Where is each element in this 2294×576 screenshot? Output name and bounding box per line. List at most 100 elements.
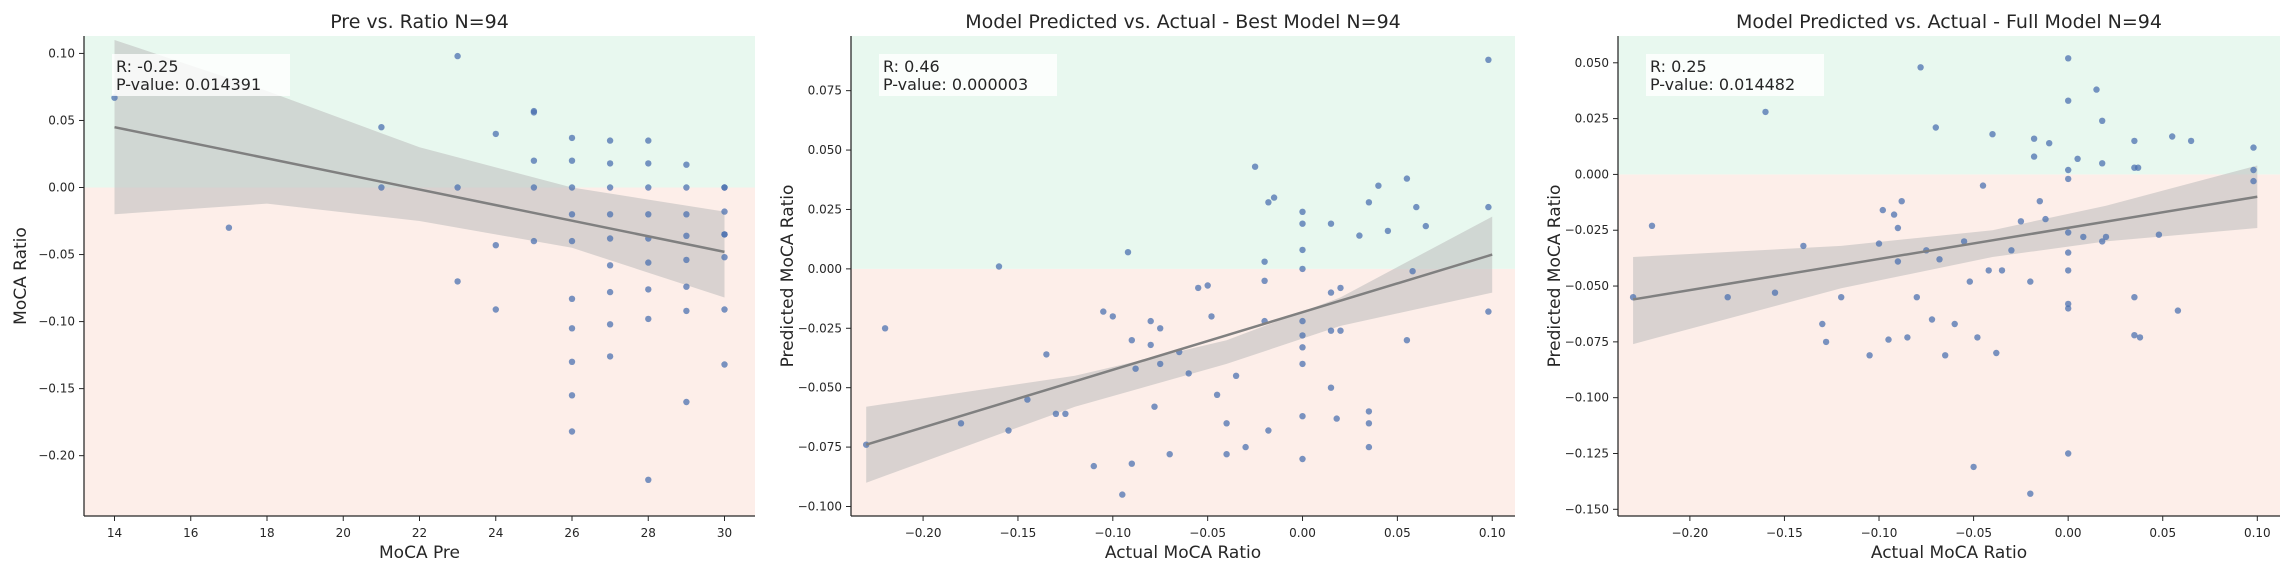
data-point xyxy=(454,278,461,285)
data-point xyxy=(1299,246,1306,254)
x-axis-label: Actual MoCA Ratio xyxy=(1871,543,2027,563)
data-point xyxy=(2027,490,2034,497)
data-point xyxy=(1024,396,1031,403)
y-tick-label: 0.075 xyxy=(808,84,842,98)
data-point xyxy=(1251,163,1259,170)
data-point xyxy=(606,353,614,360)
data-point xyxy=(1090,462,1098,470)
data-point xyxy=(530,109,538,116)
confidence-band xyxy=(114,40,725,298)
data-point xyxy=(1819,320,1826,328)
data-point xyxy=(1270,194,1278,201)
data-point xyxy=(2099,238,2106,245)
y-axis-label: Predicted MoCA Ratio xyxy=(1545,185,1565,368)
data-point xyxy=(683,184,690,191)
data-point xyxy=(957,420,965,427)
x-tick-label: −0.05 xyxy=(1955,526,1992,540)
data-point xyxy=(1261,258,1268,265)
plot-marks xyxy=(863,56,1493,498)
data-point xyxy=(1932,124,1940,131)
y-tick-label: −0.05 xyxy=(38,248,75,262)
data-point xyxy=(1261,277,1268,284)
data-point xyxy=(1894,258,1902,265)
data-point xyxy=(111,94,118,101)
x-tick-label: −0.05 xyxy=(1189,526,1226,540)
data-point xyxy=(2065,229,2072,236)
data-point xyxy=(2250,166,2257,174)
data-point xyxy=(1109,313,1117,320)
data-point xyxy=(1119,491,1126,498)
data-point xyxy=(2131,332,2138,339)
data-point xyxy=(1327,327,1335,334)
y-tick-label: −0.025 xyxy=(798,321,842,335)
data-point xyxy=(568,295,576,302)
data-point xyxy=(1762,108,1769,116)
data-point xyxy=(606,321,614,328)
data-point xyxy=(1917,64,1924,71)
data-point xyxy=(1403,337,1411,344)
data-point xyxy=(645,259,652,266)
y-tick-label: −0.075 xyxy=(798,440,842,454)
data-point xyxy=(2065,175,2072,183)
data-point xyxy=(721,306,728,313)
x-tick-label: −0.20 xyxy=(905,526,942,540)
x-tick-label: 0.00 xyxy=(1289,526,1316,540)
data-point xyxy=(1384,227,1392,235)
data-point xyxy=(1005,427,1012,434)
data-point xyxy=(1936,256,1943,263)
data-point xyxy=(2065,305,2072,312)
data-point xyxy=(1195,284,1202,292)
data-point xyxy=(2030,135,2038,142)
data-point xyxy=(2080,233,2087,241)
data-point xyxy=(1989,131,1996,138)
data-point xyxy=(568,392,576,399)
x-tick-label: 14 xyxy=(107,526,122,540)
data-point xyxy=(1223,420,1230,427)
y-tick-label: −0.150 xyxy=(1565,502,1609,516)
data-point xyxy=(1299,265,1306,273)
data-point xyxy=(606,235,614,242)
y-tick-label: 0.000 xyxy=(808,262,842,276)
data-point xyxy=(2065,450,2072,457)
data-point xyxy=(568,211,576,218)
data-point xyxy=(2099,117,2106,125)
data-point xyxy=(1128,460,1136,467)
data-point xyxy=(1185,370,1192,377)
data-point xyxy=(2065,300,2072,308)
y-tick-label: 0.00 xyxy=(48,181,75,195)
data-point xyxy=(1147,317,1154,325)
chart-title: Model Predicted vs. Actual - Full Model … xyxy=(1736,11,2162,33)
data-point xyxy=(1409,268,1416,275)
data-point xyxy=(454,52,461,60)
y-tick-label: −0.100 xyxy=(798,499,842,513)
y-tick-label: −0.125 xyxy=(1565,446,1609,460)
data-point xyxy=(530,157,538,164)
chart-title: Pre vs. Ratio N=94 xyxy=(330,11,509,33)
data-point xyxy=(1157,360,1164,368)
data-point xyxy=(645,286,652,293)
data-point xyxy=(2065,249,2072,256)
data-point xyxy=(1299,455,1306,463)
data-point xyxy=(1327,220,1335,227)
x-tick-label: −0.20 xyxy=(1671,526,1708,540)
data-point xyxy=(721,208,728,215)
data-point xyxy=(568,237,576,245)
data-point xyxy=(1913,294,1921,301)
y-tick-label: 0.025 xyxy=(808,202,842,216)
data-point xyxy=(1327,384,1335,391)
data-point xyxy=(683,283,690,290)
data-point xyxy=(1890,211,1898,218)
y-axis-label: Predicted MoCA Ratio xyxy=(778,185,798,368)
data-point xyxy=(1265,199,1272,206)
y-tick-label: 0.050 xyxy=(1575,56,1609,70)
data-point xyxy=(645,476,652,483)
data-point xyxy=(2250,177,2257,185)
data-point xyxy=(2065,267,2072,274)
correlation-label: R: -0.25 xyxy=(116,57,179,76)
data-point xyxy=(2065,97,2072,104)
data-point xyxy=(530,184,538,191)
data-point xyxy=(606,262,614,269)
data-point xyxy=(1151,403,1158,410)
x-tick-label: 0.05 xyxy=(1384,526,1411,540)
y-tick-label: 0.000 xyxy=(1575,167,1609,181)
